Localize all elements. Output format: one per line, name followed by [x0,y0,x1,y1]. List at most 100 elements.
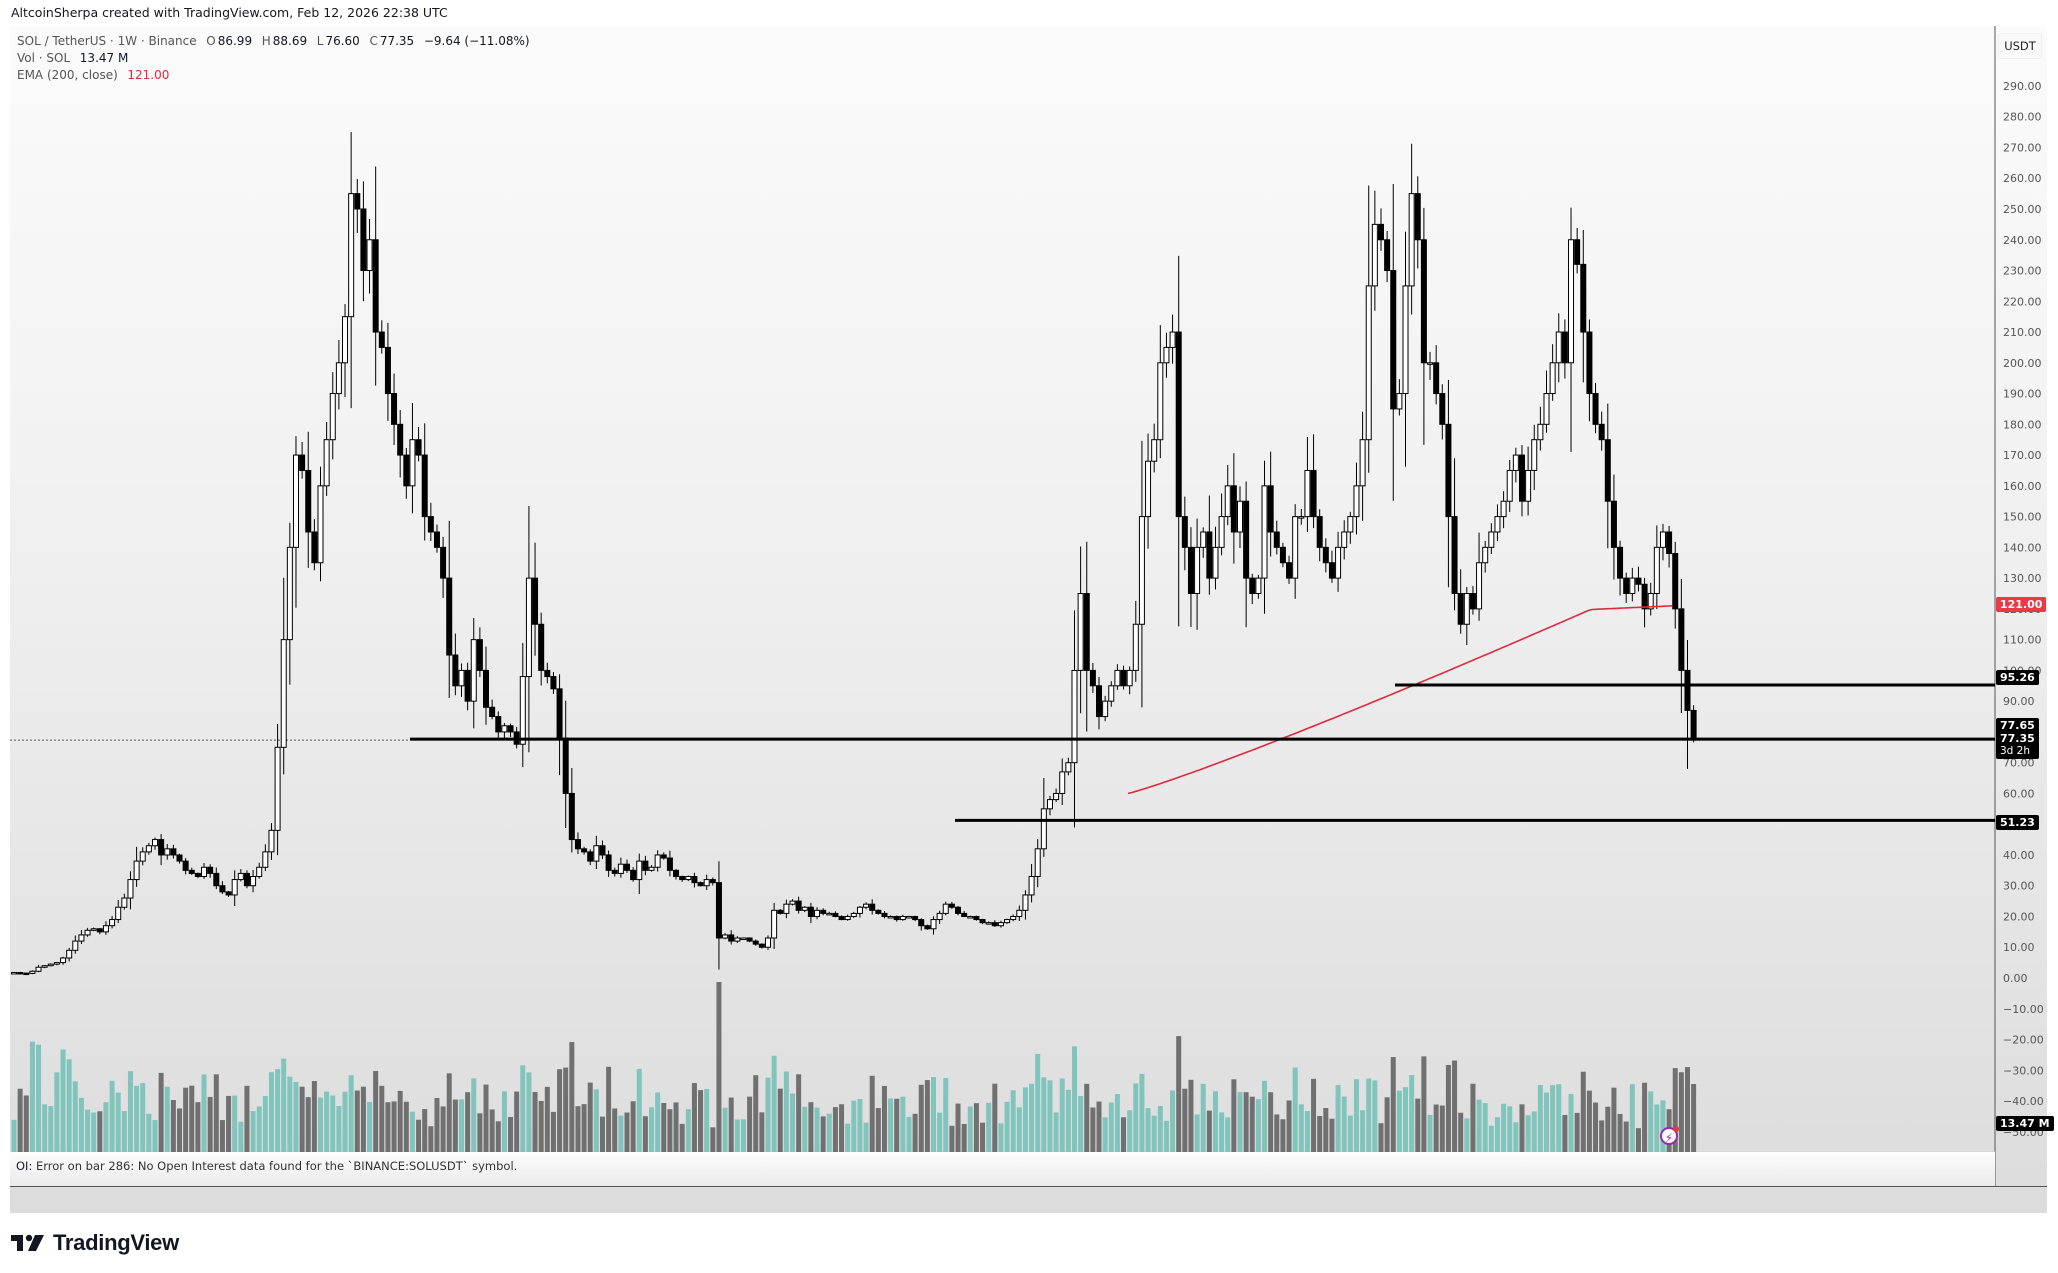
volume-bar [428,1126,434,1152]
volume-bar [158,1072,164,1152]
candle-up [84,929,91,936]
candle-down [697,882,704,887]
volume-bar [213,1074,219,1152]
symbol-label[interactable]: SOL / TetherUS · 1W · Binance [17,34,197,48]
candle-down [746,937,753,942]
candle-up [250,875,257,887]
candle-down [440,546,447,579]
volume-bar [471,1078,477,1152]
candle-down [415,439,422,456]
candle-down [421,454,428,518]
volume-bar [219,1120,225,1152]
candle-up [1396,393,1403,410]
candle-down [1672,553,1679,610]
candle-up [1218,516,1225,548]
volume-bar [1029,1083,1035,1152]
candle-up [850,912,857,917]
volume-bar [618,1115,624,1152]
candle-up [942,903,949,914]
candle-up [985,922,992,925]
candle-down [1181,516,1188,548]
volume-bar [1476,1099,1482,1152]
currency-selector-button[interactable]: USDT [1998,33,2042,59]
candle-down [483,669,490,708]
open-interest-pane[interactable] [10,1152,1995,1186]
volume-bar [256,1106,262,1152]
volume-bar [716,982,722,1152]
time-axis[interactable] [10,1186,2047,1213]
candle-up [231,879,238,896]
candle-up [1568,239,1575,364]
candle-up [1157,362,1164,441]
volume-bar [851,1100,857,1152]
volume-bar [888,1098,894,1152]
candle-down [605,854,612,871]
candle-down [427,516,434,533]
candle-up [501,725,508,733]
candle-down [1414,193,1421,241]
legend-volume-row[interactable]: Vol · SOL 13.47 M [17,50,532,67]
candle-down [979,919,986,924]
volume-bar [661,1102,667,1152]
candle-up [1071,669,1078,764]
candle-up [856,906,863,914]
candle-up [617,863,624,874]
candle-down [1286,562,1293,579]
candle-up [1335,546,1342,579]
candle-up [237,872,244,881]
legend-ema-row[interactable]: EMA (200, close) 121.00 [17,67,532,84]
lightning-alert-icon[interactable]: ⚡ [1660,1126,1679,1145]
candle-down [17,971,24,975]
volume-bar [1041,1077,1047,1152]
candle-up [771,909,778,939]
candle-down [869,903,876,911]
candle-up [102,925,109,933]
volume-bar [54,1072,60,1152]
volume-bar [624,1112,630,1152]
legend-ohlc-row[interactable]: SOL / TetherUS · 1W · Binance O 86.99 H 88… [17,33,532,50]
candle-up [1004,919,1011,924]
candle-down [384,346,391,395]
candle-down [1623,577,1630,594]
volume-bar [379,1085,385,1152]
volume-bar [1078,1096,1084,1152]
candle-down [538,623,545,671]
volume-bar [1035,1053,1041,1152]
volume-bar [336,1106,342,1152]
candle-down [1384,239,1391,272]
volume-bar [1194,1114,1200,1152]
candle-down [1089,669,1096,687]
candle-up [1169,331,1176,348]
volume-bar [1470,1083,1476,1152]
volume-bar [1262,1080,1268,1152]
volume-bar [1084,1083,1090,1152]
candle-down [495,716,502,733]
candle-up [151,839,158,847]
volume-bar [11,1119,17,1152]
volume-tag: 13.47 M [1996,1116,2054,1131]
ema-label: EMA (200, close) [17,68,118,82]
volume-bar [520,1065,526,1152]
candle-down [96,928,103,933]
volume-bar [1323,1108,1329,1152]
volume-bar [532,1091,538,1152]
volume-bar [538,1100,544,1152]
candle-down [642,860,649,871]
volume-bar [1280,1119,1286,1152]
level-51-price-tag: 51.23 [1996,815,2039,830]
candle-up [1629,577,1636,594]
volume-bar [704,1088,710,1152]
volume-bar [1004,1101,1010,1152]
candle-down [299,454,306,471]
tradingview-logo[interactable]: TradingView [11,1230,179,1256]
volume-bar [1341,1096,1347,1152]
volume-bar [722,1107,728,1152]
candle-down [691,875,698,884]
volume-bar [330,1095,336,1152]
candle-up [1053,792,1060,801]
volume-bar [1139,1073,1145,1152]
volume-bar [1335,1085,1341,1152]
candle-up [1476,562,1483,610]
candle-down [243,872,250,887]
